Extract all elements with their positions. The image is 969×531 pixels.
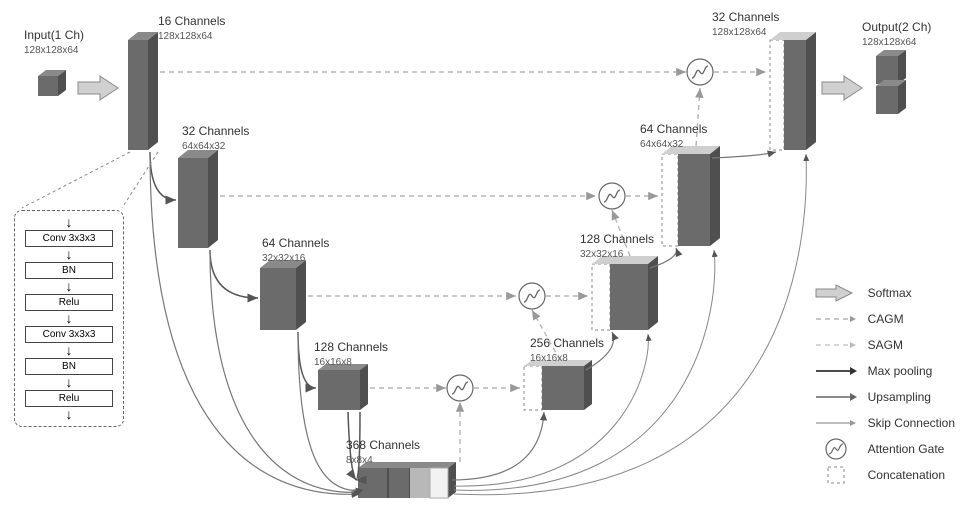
legend-cagm: CAGM — [808, 306, 955, 332]
dec-32-label: 32 Channels128x128x64 — [712, 10, 779, 39]
enc-2-label: 64 Channels32x32x16 — [262, 236, 329, 265]
legend-softmax: Softmax — [808, 280, 955, 306]
legend: Softmax CAGM SAGM Max pooling Upsampling… — [808, 280, 955, 488]
att-gate-3 — [447, 375, 473, 401]
encoder-block-0 — [128, 32, 158, 150]
legend-attgate: Attention Gate — [808, 436, 955, 462]
skip-bneck-32 — [454, 154, 806, 495]
skip-bneck-64 — [454, 250, 715, 490]
input-block — [38, 70, 66, 96]
encoder-block-3 — [318, 364, 368, 410]
dec-64-label: 64 Channels64x64x32 — [640, 122, 707, 151]
encoder-block-1 — [178, 150, 218, 248]
legend-sagm: SAGM — [808, 332, 955, 358]
dec-256-label: 256 Channels16x16x8 — [530, 336, 604, 365]
up-bneck-256 — [452, 412, 544, 480]
att-gate-0 — [687, 59, 713, 85]
dec-128-label: 128 Channels32x32x16 — [580, 232, 654, 261]
conv-block-detail: ↓ Conv 3x3x3 ↓ BN ↓ Relu ↓ Conv 3x3x3 ↓ … — [14, 210, 124, 427]
legend-upsample: Upsampling — [808, 384, 955, 410]
output-block — [876, 50, 906, 114]
decoder-block-128 — [592, 256, 658, 330]
legend-skip: Skip Connection — [808, 410, 955, 436]
legend-maxpool: Max pooling — [808, 358, 955, 384]
maxpool-1-2 — [210, 250, 258, 298]
enc-3-label: 128 Channels16x16x8 — [314, 340, 388, 369]
skip-1-bneck — [210, 250, 362, 492]
legend-concat: Concatenation — [808, 462, 955, 488]
bottleneck-block — [358, 462, 456, 498]
decoder-block-256 — [524, 360, 592, 410]
softmax-arrow-input — [78, 76, 118, 100]
input-title: Input(1 Ch)128x128x64 — [24, 28, 84, 57]
maxpool-0-1 — [150, 152, 176, 200]
decoder-block-32 — [770, 32, 816, 150]
skip-0-bneck — [150, 152, 360, 494]
bneck-label: 368 Channels8x8x4 — [346, 438, 420, 467]
decoder-block-64 — [662, 146, 720, 246]
att-gate-2 — [519, 283, 545, 309]
up-64-32 — [712, 152, 776, 158]
softmax-arrow-output — [822, 76, 862, 100]
att-gate-1 — [599, 183, 625, 209]
enc-1-label: 32 Channels64x64x32 — [182, 124, 249, 153]
output-title: Output(2 Ch)128x128x64 — [862, 20, 931, 49]
enc-0-label: 16 Channels128x128x64 — [158, 14, 225, 43]
encoder-block-2 — [260, 260, 306, 330]
